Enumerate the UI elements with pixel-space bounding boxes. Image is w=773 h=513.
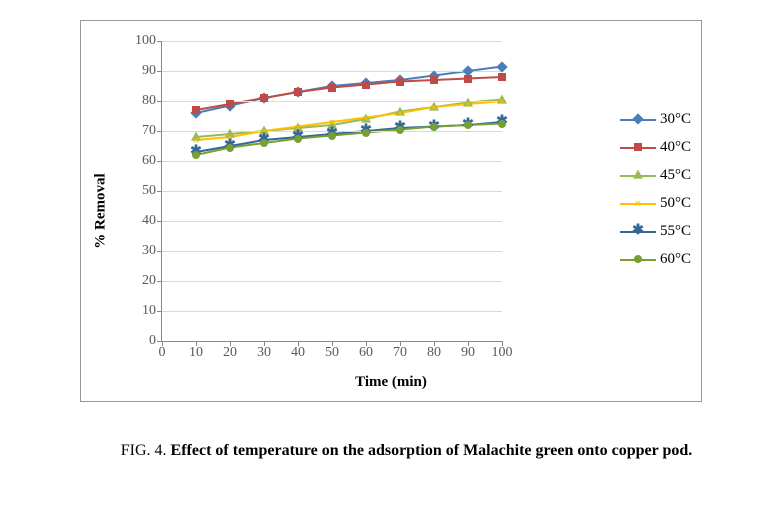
x-marker-icon: × (464, 98, 471, 111)
square-marker-icon (328, 84, 336, 92)
gridline (162, 71, 502, 72)
x-tick-label: 40 (291, 341, 305, 361)
y-tick-label: 40 (142, 213, 162, 229)
gridline (162, 41, 502, 42)
legend-label: 40°C (660, 139, 691, 156)
x-tick-label: 80 (427, 341, 441, 361)
legend-label: 50°C (660, 195, 691, 212)
gridline (162, 251, 502, 252)
x-tick-label: 30 (257, 341, 271, 361)
legend-item: 30°C (620, 109, 691, 129)
legend: 30°C 40°C 45°C × 50°C ✱ 55°C 60°C (620, 101, 691, 277)
circle-marker-icon (634, 255, 642, 263)
caption-text: Effect of temperature on the adsorption … (171, 442, 693, 459)
square-marker-icon (464, 75, 472, 83)
circle-marker-icon (226, 144, 234, 152)
diamond-marker-icon (632, 113, 643, 124)
legend-swatch: × (620, 193, 656, 213)
square-marker-icon (634, 143, 642, 151)
legend-label: 30°C (660, 111, 691, 128)
series-line (196, 124, 502, 156)
y-tick-label: 90 (142, 63, 162, 79)
square-marker-icon (192, 106, 200, 114)
legend-swatch (620, 249, 656, 269)
x-axis-label: Time (min) (355, 374, 427, 391)
x-marker-icon: × (430, 101, 437, 114)
legend-item: × 50°C (620, 193, 691, 213)
x-tick-label: 90 (461, 341, 475, 361)
legend-label: 55°C (660, 223, 691, 240)
gridline (162, 281, 502, 282)
figure-caption: FIG. 4. Effect of temperature on the ads… (20, 442, 773, 460)
x-tick-label: 50 (325, 341, 339, 361)
legend-swatch (620, 109, 656, 129)
gridline (162, 101, 502, 102)
x-tick-label: 10 (189, 341, 203, 361)
y-axis-label: % Removal (93, 173, 110, 248)
square-marker-icon (260, 94, 268, 102)
square-marker-icon (294, 88, 302, 96)
circle-marker-icon (430, 123, 438, 131)
legend-item: 45°C (620, 165, 691, 185)
legend-item: 60°C (620, 249, 691, 269)
x-tick-label: 0 (159, 341, 166, 361)
legend-label: 60°C (660, 251, 691, 268)
x-tick-label: 60 (359, 341, 373, 361)
legend-item: ✱ 55°C (620, 221, 691, 241)
x-tick-label: 20 (223, 341, 237, 361)
y-tick-label: 30 (142, 243, 162, 259)
legend-item: 40°C (620, 137, 691, 157)
x-marker-icon: × (634, 197, 641, 210)
x-tick-label: 70 (393, 341, 407, 361)
circle-marker-icon (328, 132, 336, 140)
x-tick-label: 100 (492, 341, 513, 361)
y-tick-label: 60 (142, 153, 162, 169)
y-tick-label: 80 (142, 93, 162, 109)
circle-marker-icon (192, 151, 200, 159)
square-marker-icon (430, 76, 438, 84)
gridline (162, 221, 502, 222)
legend-swatch: ✱ (620, 221, 656, 241)
legend-label: 45°C (660, 167, 691, 184)
y-tick-label: 70 (142, 123, 162, 139)
circle-marker-icon (396, 126, 404, 134)
square-marker-icon (396, 78, 404, 86)
y-tick-label: 20 (142, 273, 162, 289)
gridline (162, 311, 502, 312)
star-marker-icon: ✱ (632, 224, 644, 238)
circle-marker-icon (294, 135, 302, 143)
legend-swatch (620, 137, 656, 157)
gridline (162, 161, 502, 162)
circle-marker-icon (498, 120, 506, 128)
plot-area: 0102030405060708090100010203040506070809… (161, 41, 502, 342)
circle-marker-icon (464, 121, 472, 129)
chart-container: % Removal 010203040506070809010001020304… (80, 20, 702, 402)
square-marker-icon (498, 73, 506, 81)
square-marker-icon (362, 81, 370, 89)
legend-swatch (620, 165, 656, 185)
triangle-marker-icon (633, 170, 643, 179)
y-tick-label: 50 (142, 183, 162, 199)
x-marker-icon: × (396, 107, 403, 120)
gridline (162, 191, 502, 192)
circle-marker-icon (260, 139, 268, 147)
y-tick-label: 10 (142, 303, 162, 319)
square-marker-icon (226, 100, 234, 108)
figure-wrap: % Removal 010203040506070809010001020304… (20, 20, 773, 460)
caption-prefix: FIG. 4. (121, 442, 171, 459)
y-tick-label: 100 (135, 33, 162, 49)
x-marker-icon: × (498, 95, 505, 108)
circle-marker-icon (362, 129, 370, 137)
